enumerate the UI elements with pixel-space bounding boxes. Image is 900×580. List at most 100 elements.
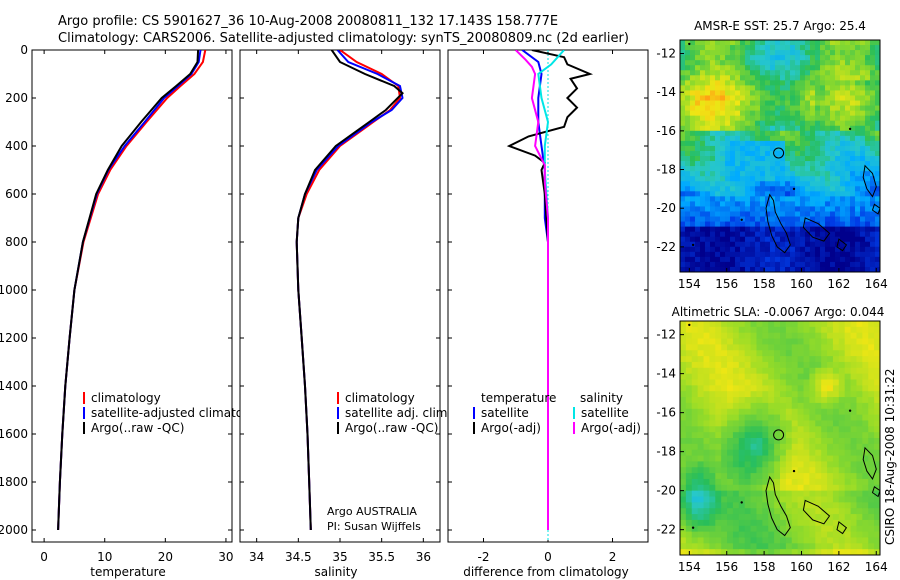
heatmap-cell	[744, 490, 752, 498]
heatmap-cell	[821, 397, 828, 404]
heatmap-cell	[738, 326, 746, 334]
heatmap-cell	[815, 85, 821, 92]
heatmap-cell	[715, 191, 721, 197]
heatmap-cell	[790, 75, 796, 81]
heatmap-cell	[762, 361, 769, 369]
heatmap-cell	[785, 135, 791, 142]
heatmap-cell	[745, 156, 751, 162]
heatmap-cell	[810, 115, 816, 122]
heatmap-cell	[805, 75, 811, 81]
heatmap-cell	[845, 241, 851, 248]
heatmap-cell	[680, 105, 686, 112]
heatmap-cell	[750, 251, 756, 258]
heatmap-cell	[697, 438, 705, 445]
heatmap-cell	[800, 45, 806, 51]
heatmap-cell	[800, 161, 806, 167]
heatmap-cell	[815, 543, 822, 550]
heatmap-cell	[874, 391, 880, 398]
heatmap-cell	[750, 397, 758, 404]
heatmap-cell	[805, 231, 811, 238]
heatmap-cell	[838, 373, 846, 381]
heatmap-cell	[870, 201, 876, 208]
heatmap-cell	[835, 191, 841, 197]
heatmap-cell	[791, 356, 799, 363]
heatmap-cell	[709, 531, 716, 539]
heatmap-cell	[774, 367, 781, 375]
heatmap-cell	[755, 211, 761, 218]
map-x-tick-label: 160	[790, 277, 813, 291]
coastline	[802, 499, 831, 525]
heatmap-cell	[730, 206, 736, 213]
heatmap-cell	[697, 484, 705, 492]
heatmap-cell	[803, 432, 811, 439]
heatmap-cell	[870, 186, 876, 192]
heatmap-cell	[695, 201, 701, 208]
heatmap-cell	[868, 367, 875, 375]
heatmap-cell	[780, 161, 786, 167]
heatmap-cell	[855, 150, 861, 157]
heatmap-cell	[850, 321, 858, 328]
heatmap-cell	[865, 140, 871, 147]
heatmap-cell	[830, 166, 836, 172]
heatmap-cell	[730, 145, 736, 152]
heatmap-cell	[740, 156, 746, 162]
heatmap-cell	[774, 361, 781, 369]
heatmap-cell	[785, 420, 793, 427]
heatmap-cell	[868, 478, 875, 486]
heatmap-cell	[862, 525, 869, 533]
heatmap-cell	[730, 181, 736, 187]
heatmap-cell	[774, 397, 781, 404]
heatmap-cell	[735, 191, 741, 197]
heatmap-cell	[690, 166, 696, 172]
heatmap-cell	[735, 211, 741, 218]
heatmap-cell	[715, 256, 721, 263]
heatmap-cell	[725, 176, 731, 182]
heatmap-cell	[685, 55, 691, 61]
heatmap-cell	[835, 95, 841, 102]
heatmap-cell	[685, 115, 691, 122]
heatmap-cell	[780, 100, 786, 107]
heatmap-cell	[795, 201, 801, 208]
heatmap-cell	[705, 211, 711, 218]
heatmap-cell	[855, 100, 861, 107]
heatmap-cell	[850, 115, 856, 122]
heatmap-cell	[695, 221, 701, 228]
heatmap-cell	[738, 508, 746, 515]
heatmap-cell	[845, 226, 851, 233]
heatmap-cell	[845, 100, 851, 107]
heatmap-cell	[738, 478, 746, 486]
heatmap-cell	[780, 344, 787, 351]
heatmap-cell	[850, 461, 858, 468]
heatmap-cell	[720, 85, 726, 92]
heatmap-cell	[750, 50, 756, 56]
heatmap-cell	[830, 171, 836, 177]
heatmap-cell	[830, 115, 836, 122]
heatmap-cell	[795, 261, 801, 268]
heatmap-cell	[721, 379, 728, 386]
heatmap-cell	[762, 525, 769, 533]
heatmap-cell	[740, 60, 746, 66]
heatmap-cell	[835, 40, 841, 46]
heatmap-cell	[827, 502, 834, 509]
heatmap-cell	[797, 514, 805, 521]
heatmap-cell	[765, 145, 771, 152]
heatmap-cell	[775, 70, 781, 76]
heatmap-cell	[815, 473, 822, 480]
heatmap-cell	[870, 45, 876, 51]
heatmap-cell	[697, 408, 705, 416]
heatmap-cell	[768, 496, 775, 503]
heatmap-cell	[750, 231, 756, 238]
heatmap-cell	[797, 438, 805, 445]
heatmap-cell	[821, 402, 828, 410]
heatmap-cell	[720, 50, 726, 56]
heatmap-cell	[795, 166, 801, 172]
heatmap-cell	[750, 321, 758, 328]
heatmap-cell	[785, 70, 791, 76]
heatmap-cell	[750, 496, 758, 503]
heatmap-cell	[732, 467, 740, 474]
heatmap-cell	[727, 514, 734, 521]
heatmap-cell	[825, 191, 831, 197]
heatmap-cell	[715, 186, 721, 192]
heatmap-cell	[830, 95, 836, 102]
heatmap-cell	[721, 473, 728, 480]
